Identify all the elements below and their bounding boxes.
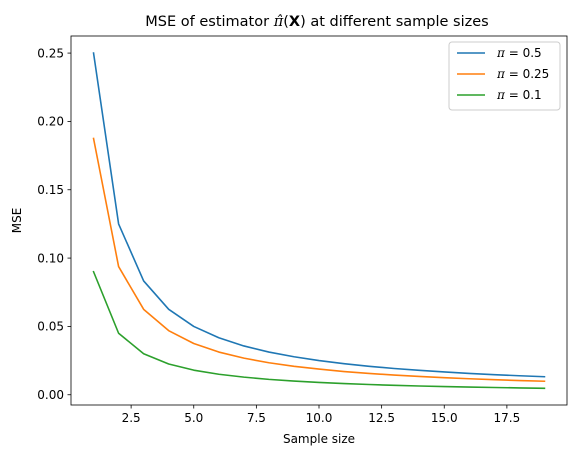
y-tick-label: 0.25 bbox=[37, 46, 64, 60]
x-tick-label: 12.5 bbox=[368, 411, 395, 425]
y-tick-label: 0.00 bbox=[37, 388, 64, 402]
y-tick-label: 0.05 bbox=[37, 320, 64, 334]
y-tick-label: 0.20 bbox=[37, 115, 64, 129]
legend-box bbox=[448, 41, 561, 111]
y-tick-label: 0.10 bbox=[37, 251, 64, 265]
x-tick-label: 2.5 bbox=[122, 411, 141, 425]
x-tick-label: 7.5 bbox=[247, 411, 266, 425]
legend: π = 0.5 π = 0.25 π = 0.1 bbox=[448, 41, 561, 111]
y-tick-label: 0.15 bbox=[37, 183, 64, 197]
legend-label-2: π = 0.25 bbox=[496, 67, 549, 81]
x-axis-label: Sample size bbox=[283, 432, 355, 446]
x-tick-label: 5.0 bbox=[184, 411, 203, 425]
plot-lines bbox=[92, 52, 546, 390]
x-axis-ticks: 2.5 5.0 7.5 10.0 12.5 15.0 17.5 bbox=[122, 405, 521, 425]
legend-label-1: π = 0.5 bbox=[496, 46, 542, 60]
legend-label-3: π = 0.1 bbox=[496, 88, 542, 102]
series-line-2 bbox=[92, 137, 546, 383]
y-axis-label: MSE bbox=[10, 208, 24, 234]
x-tick-label: 15.0 bbox=[431, 411, 458, 425]
x-tick-label: 17.5 bbox=[494, 411, 521, 425]
series-line-3 bbox=[92, 270, 546, 390]
x-tick-label: 10.0 bbox=[306, 411, 333, 425]
y-axis-ticks: 0.00 0.05 0.10 0.15 0.20 0.25 bbox=[37, 46, 71, 402]
series-line-1 bbox=[92, 52, 546, 378]
chart-title: MSE of estimator π̂(X) at different samp… bbox=[145, 14, 488, 30]
